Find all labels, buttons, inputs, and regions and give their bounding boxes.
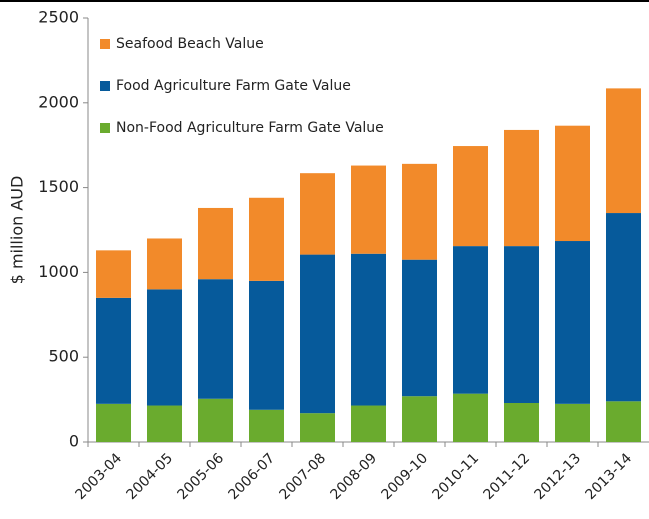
x-tick-label: 2007-08 (276, 450, 329, 503)
bar-segment (606, 213, 641, 402)
bar-segment (555, 125, 590, 242)
bar-segment (249, 280, 284, 410)
bar-segment (351, 405, 386, 442)
legend-label: Non-Food Agriculture Farm Gate Value (116, 120, 384, 136)
bar-segment (453, 393, 488, 442)
bar-segment (402, 163, 437, 260)
bar-segment (147, 238, 182, 290)
x-tick-label: 2005-06 (174, 450, 227, 503)
x-tick-label: 2010-11 (429, 450, 482, 503)
legend-swatch (100, 123, 110, 133)
bar-segment (402, 259, 437, 397)
legend-label: Seafood Beach Value (116, 36, 264, 52)
x-tick-label: 2012-13 (531, 450, 584, 503)
bar-segment (606, 88, 641, 214)
x-tick-label: 2011-12 (480, 450, 533, 503)
bar-segment (504, 246, 539, 403)
x-tick-label: 2004-05 (123, 450, 176, 503)
bar-segment (147, 405, 182, 442)
y-tick-label: 2000 (38, 92, 79, 111)
bar-segment (96, 403, 131, 442)
bar-segment (198, 279, 233, 399)
bar-segment (555, 241, 590, 404)
x-tick-label: 2003-04 (72, 450, 125, 503)
bar-segment (96, 250, 131, 298)
bar-segment (300, 173, 335, 255)
legend-label: Food Agriculture Farm Gate Value (116, 78, 351, 94)
legend-swatch (100, 39, 110, 49)
legend-swatch (100, 81, 110, 91)
x-tick-label: 2013-14 (582, 450, 635, 503)
bar-segment (300, 254, 335, 414)
y-tick-label: 0 (69, 432, 79, 451)
bar-segment (198, 207, 233, 280)
bar-segment (147, 289, 182, 406)
y-axis-label: $ million AUD (8, 176, 27, 285)
bar-segment (555, 403, 590, 442)
x-tick-label: 2006-07 (225, 450, 278, 503)
x-tick-label: 2009-10 (378, 450, 431, 503)
bar-segment (504, 402, 539, 442)
bar-segment (351, 253, 386, 406)
bar-segment (504, 129, 539, 247)
bar-segment (300, 413, 335, 442)
bar-segment (606, 401, 641, 442)
y-tick-label: 1500 (38, 177, 79, 196)
bar-segment (402, 396, 437, 442)
x-tick-label: 2008-09 (327, 450, 380, 503)
y-tick-label: 500 (48, 347, 79, 366)
y-tick-label: 2500 (38, 8, 79, 27)
bar-segment (249, 409, 284, 442)
bar-segment (249, 197, 284, 281)
bar-segment (453, 146, 488, 247)
bar-segment (198, 398, 233, 442)
bar-segment (453, 246, 488, 394)
bar-segment (96, 297, 131, 404)
y-tick-label: 1000 (38, 262, 79, 281)
bar-segment (351, 165, 386, 254)
